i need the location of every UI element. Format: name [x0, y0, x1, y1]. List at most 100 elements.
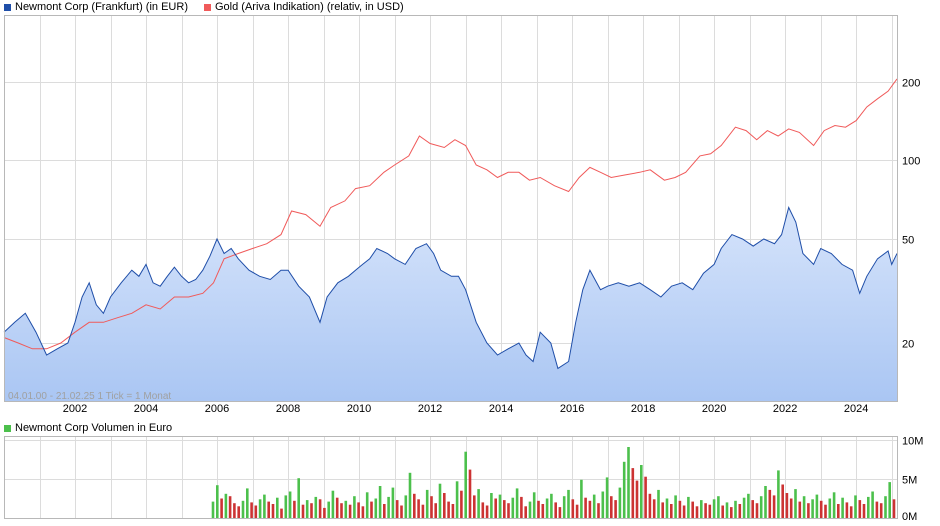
price-chart-frame — [4, 15, 898, 402]
volume-bar — [661, 502, 664, 518]
price-y-tick-label: 200 — [902, 78, 920, 90]
volume-bar — [597, 503, 600, 518]
volume-bar — [824, 504, 827, 518]
volume-bar — [374, 498, 378, 518]
legend-item-volume[interactable]: Newmont Corp Volumen in Euro — [4, 422, 172, 434]
volume-bar — [648, 493, 652, 518]
legend-item-gold[interactable]: Gold (Ariva Indikation) (relativ, in USD… — [203, 1, 404, 13]
volume-bar — [545, 498, 549, 518]
price-x-axis: 2002 2004 2006 2008 2010 2012 2014 2016 2018 2020… — [63, 403, 869, 415]
volume-bar — [781, 484, 784, 518]
price-x-tick-label: 2014 — [489, 403, 513, 415]
volume-bar — [541, 504, 545, 518]
newmont-legend-label: Newmont Corp (Frankfurt) (in EUR) — [15, 1, 188, 13]
volume-bar — [357, 502, 360, 518]
volume-bar — [785, 493, 789, 518]
volume-bar — [665, 498, 669, 518]
volume-bar — [759, 496, 763, 518]
volume-bar — [772, 495, 776, 518]
volume-bar — [498, 494, 502, 518]
volume-bar — [828, 498, 832, 518]
volume-bar — [717, 496, 720, 518]
price-x-tick-label: 2012 — [418, 403, 442, 415]
volume-bar — [301, 504, 305, 518]
volume-bar — [532, 492, 536, 518]
volume-bar — [383, 504, 386, 518]
volume-bar — [567, 489, 570, 518]
volume-bar — [730, 507, 733, 518]
volume-bar — [288, 491, 292, 518]
volume-bar — [708, 504, 712, 518]
volume-bar — [537, 500, 540, 518]
price-x-tick-label: 2024 — [844, 403, 868, 415]
volume-bar — [862, 504, 866, 518]
volume-bar — [455, 481, 459, 518]
volume-bar — [365, 492, 369, 518]
volume-bar — [216, 485, 219, 518]
price-y-axis: 20 50 100 200 — [902, 78, 920, 351]
volume-bar — [258, 499, 262, 518]
price-x-tick-label: 2020 — [702, 403, 726, 415]
volume-bars — [211, 447, 896, 518]
volume-bar — [841, 497, 844, 518]
volume-bar — [507, 503, 510, 518]
volume-bar — [443, 493, 446, 518]
volume-bar — [387, 496, 390, 518]
volume-bar — [481, 502, 485, 518]
volume-bar — [657, 489, 660, 518]
volume-bar — [819, 500, 823, 518]
newmont-area-fill — [4, 207, 897, 401]
volume-bar — [764, 486, 767, 518]
price-x-tick-label: 2008 — [276, 403, 300, 415]
volume-bar — [340, 503, 343, 518]
volume-bar — [691, 501, 694, 518]
volume-bar — [832, 492, 836, 518]
volume-bar — [425, 489, 429, 518]
volume-bar — [644, 476, 647, 518]
volume-bar — [712, 499, 716, 518]
volume-bar — [588, 500, 592, 518]
volume-bar — [224, 493, 228, 518]
price-x-tick-label: 2006 — [205, 403, 229, 415]
volume-bar — [802, 496, 806, 518]
volume-bar — [777, 470, 780, 518]
volume-bar — [331, 490, 335, 518]
volume-bar — [524, 506, 527, 518]
volume-bar — [485, 505, 489, 518]
legend-item-newmont[interactable]: Newmont Corp (Frankfurt) (in EUR) — [4, 1, 188, 13]
volume-legend-label: Newmont Corp Volumen in Euro — [15, 422, 173, 434]
price-x-tick-label: 2002 — [63, 403, 87, 415]
volume-bar — [263, 494, 266, 518]
volume-bar — [233, 503, 236, 518]
volume-bar — [246, 488, 249, 518]
volume-bar — [550, 493, 553, 518]
gold-legend-swatch — [203, 3, 211, 11]
volume-bar — [477, 489, 480, 518]
price-x-tick-label: 2004 — [134, 403, 158, 415]
volume-bar — [473, 495, 476, 518]
volume-bar — [271, 504, 275, 518]
price-x-tick-label: 2018 — [631, 403, 655, 415]
volume-bar — [734, 500, 737, 518]
price-chart-legend: Newmont Corp (Frankfurt) (in EUR) Gold (… — [4, 0, 420, 14]
volume-bar — [742, 497, 746, 518]
volume-bar — [605, 477, 609, 518]
volume-bar — [815, 494, 819, 518]
volume-bar — [845, 502, 849, 518]
gold-legend-label: Gold (Ariva Indikation) (relativ, in USD… — [214, 1, 404, 13]
gold-series-line — [3, 78, 898, 350]
volume-bar — [370, 501, 373, 518]
volume-bar — [468, 469, 472, 518]
volume-bar — [794, 489, 797, 518]
volume-bar — [494, 498, 497, 518]
volume-bar — [241, 500, 245, 518]
volume-bar — [858, 500, 862, 518]
volume-bar — [528, 501, 532, 518]
volume-bar — [438, 483, 442, 518]
volume-bar — [635, 480, 639, 518]
volume-bar — [447, 501, 450, 518]
volume-bar — [678, 500, 682, 518]
volume-bar — [490, 493, 493, 518]
volume-bar — [323, 507, 326, 518]
